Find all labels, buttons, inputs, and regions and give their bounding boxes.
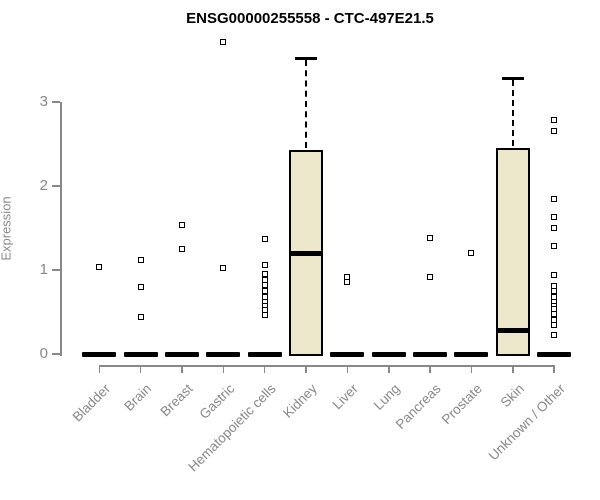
x-category-label: Bladder	[69, 381, 113, 425]
y-axis-tick	[52, 269, 60, 271]
outlier-point	[261, 235, 268, 242]
outlier-point	[137, 314, 144, 321]
whisker-line	[305, 60, 308, 148]
x-category-label: Lung	[370, 381, 403, 413]
whisker-cap	[501, 77, 524, 80]
outlier-point	[551, 128, 558, 135]
boxplot-box	[495, 148, 530, 356]
outlier-point	[551, 321, 558, 328]
outlier-point	[261, 288, 268, 294]
x-axis-tick	[305, 365, 307, 373]
outlier-point	[551, 310, 558, 317]
x-category-label: Skin	[497, 381, 527, 411]
y-tick-label: 3	[39, 93, 48, 110]
collapsed-boxplot-bar	[537, 352, 572, 357]
collapsed-boxplot-bar	[330, 352, 365, 357]
y-tick-label: 0	[39, 345, 48, 362]
x-axis-tick	[98, 365, 101, 373]
outlier-point	[261, 271, 268, 278]
outlier-point	[137, 256, 144, 263]
x-axis-tick	[470, 365, 473, 373]
outlier-point	[551, 272, 558, 279]
chart-title: ENSG00000255558 - CTC-497E21.5	[186, 10, 434, 27]
outlier-point	[96, 264, 103, 271]
median-line	[495, 327, 530, 333]
outlier-point	[551, 117, 558, 124]
y-axis-tick	[52, 185, 60, 187]
y-axis-line	[60, 102, 62, 356]
outlier-point	[261, 282, 268, 289]
collapsed-boxplot-bar	[123, 352, 158, 357]
x-axis-tick	[429, 365, 431, 373]
outlier-point	[468, 250, 475, 257]
x-category-label: Breast	[157, 381, 196, 420]
x-axis-tick	[263, 365, 266, 373]
outlier-point	[551, 243, 558, 250]
x-category-label: Unknown / Other	[485, 381, 568, 464]
y-axis-tick	[52, 353, 60, 355]
y-tick-label: 1	[39, 261, 48, 278]
x-axis-line	[99, 365, 555, 367]
x-axis-tick	[181, 365, 183, 373]
collapsed-boxplot-bar	[82, 352, 117, 357]
x-category-label: Liver	[329, 381, 362, 413]
x-axis-tick	[512, 365, 514, 373]
outlier-point	[551, 288, 558, 294]
y-axis-tick	[52, 101, 60, 103]
x-category-label: Prostate	[438, 381, 486, 428]
outlier-point	[427, 235, 434, 242]
y-tick-label: 2	[39, 177, 48, 194]
outlier-point	[261, 261, 268, 268]
x-axis-tick	[346, 365, 349, 373]
outlier-point	[220, 265, 227, 272]
x-axis-tick	[222, 365, 225, 373]
y-axis-title: Expression	[0, 196, 14, 261]
whisker-cap	[295, 57, 318, 60]
outlier-point	[179, 246, 185, 252]
median-line	[289, 250, 324, 256]
collapsed-boxplot-bar	[206, 352, 241, 357]
outlier-point	[261, 312, 268, 319]
outlier-point	[427, 273, 434, 280]
x-axis-tick	[388, 365, 390, 373]
x-category-label: Gastric	[196, 381, 237, 422]
collapsed-boxplot-bar	[165, 352, 199, 357]
x-category-label: Kidney	[279, 381, 320, 421]
outlier-point	[344, 278, 351, 285]
outlier-point	[551, 195, 558, 202]
collapsed-boxplot-bar	[371, 352, 406, 357]
collapsed-boxplot-bar	[413, 352, 448, 357]
outlier-point	[551, 214, 558, 221]
x-axis-tick	[553, 365, 555, 373]
x-category-label: Brain	[121, 381, 155, 414]
x-axis-tick	[139, 365, 142, 373]
outlier-point	[220, 39, 227, 46]
outlier-point	[137, 283, 144, 290]
collapsed-boxplot-bar	[247, 352, 282, 357]
outlier-point	[179, 221, 185, 228]
collapsed-boxplot-bar	[454, 352, 489, 357]
outlier-point	[551, 225, 558, 231]
whisker-line	[511, 80, 514, 147]
outlier-point	[551, 331, 558, 338]
